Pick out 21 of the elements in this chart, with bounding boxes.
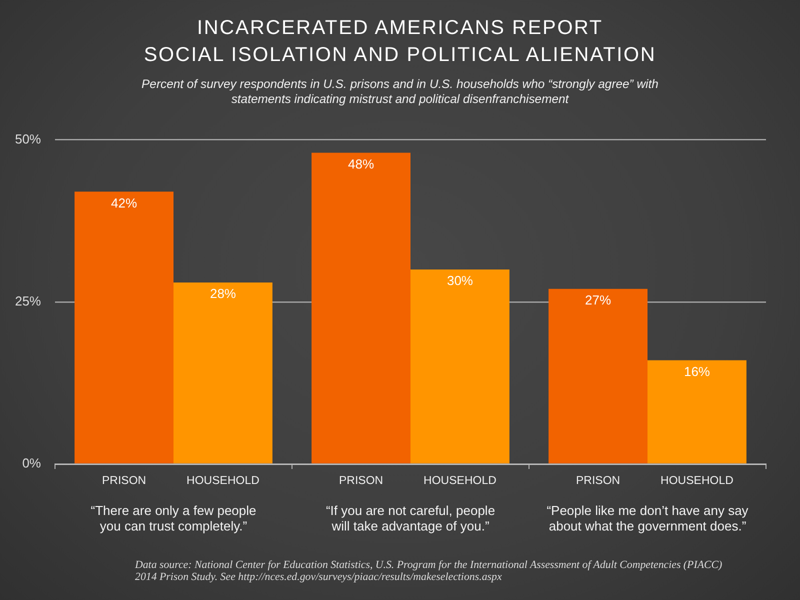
chart-title: INCARCERATED AMERICANS REPORT SOCIAL ISOLATION AND POLITICAL ALIENATION xyxy=(142,16,658,68)
source-note: Data source: National Center for Education Statistics, U.S. Program for the International Assessment of Adult Competencies (PIACC) 2014 Prison Study. See http://nces.ed.gov/surveys/piaac/results/makeselections.aspx xyxy=(135,559,724,583)
series-label: PRISON xyxy=(102,475,146,488)
series-label: HOUSEHOLD xyxy=(186,475,260,488)
x-tick-label: “There are only a few people you can trust completely.” xyxy=(90,503,256,534)
data-label: 28% xyxy=(210,286,236,302)
data-label: 30% xyxy=(446,273,474,288)
y-tick-label: 25% xyxy=(14,293,42,308)
y-tick-label: 50% xyxy=(14,131,42,146)
text: HOUSEHOLD xyxy=(660,475,734,488)
data-label: 27% xyxy=(585,292,612,308)
data-label: 16% xyxy=(684,364,710,379)
data-label: 42% xyxy=(111,195,138,210)
y-tick-label: 0% xyxy=(22,456,42,471)
x-tick-label: “People like me don’t have any say about what the government does.” xyxy=(546,503,749,534)
text: PRISON xyxy=(576,475,620,488)
data-label: 48% xyxy=(348,156,374,172)
x-tick-label: “If you are not careful, people will take advantage of you.” xyxy=(326,503,496,534)
text: HOUSEHOLD xyxy=(424,475,496,488)
chart-subtitle: Percent of survey respondents in U.S. prisons and in U.S. households who “strongly agree” with statements indicating mistrust and political disenfranchisement xyxy=(140,77,660,107)
text: PRISON xyxy=(338,475,384,488)
